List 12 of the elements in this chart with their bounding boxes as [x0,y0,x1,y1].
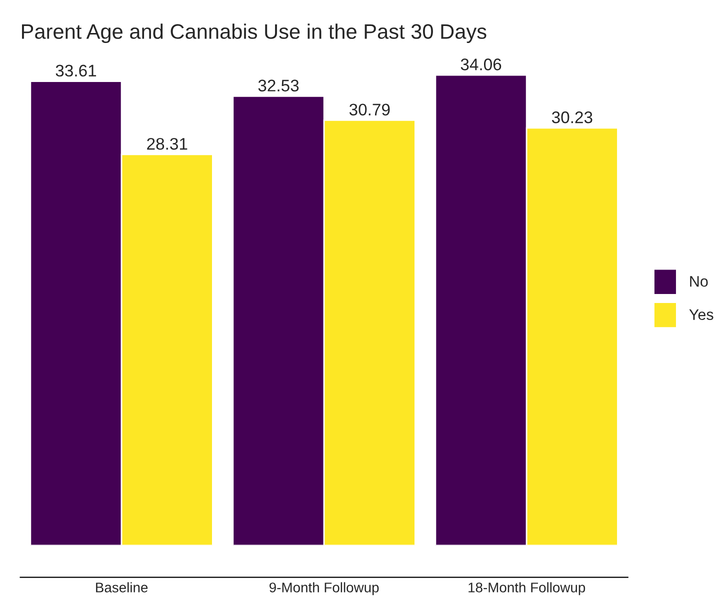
data-label: 28.31 [147,138,188,150]
data-label: 30.23 [552,111,592,124]
data-label: 30.79 [349,104,390,116]
x-tick-label: 18-Month Followup [468,582,586,596]
x-tick-label: 9-Month Followup [270,582,379,596]
data-label: 32.53 [258,80,299,92]
data-label: 34.06 [460,58,502,70]
x-tick-label: Baseline [96,582,148,592]
chart-title: Parent Age and Cannabis Use in the Past 30 Days [22,24,486,44]
legend-label: Yes [689,309,714,320]
legend-label: No [690,276,708,287]
data-label: 33.61 [56,64,96,77]
